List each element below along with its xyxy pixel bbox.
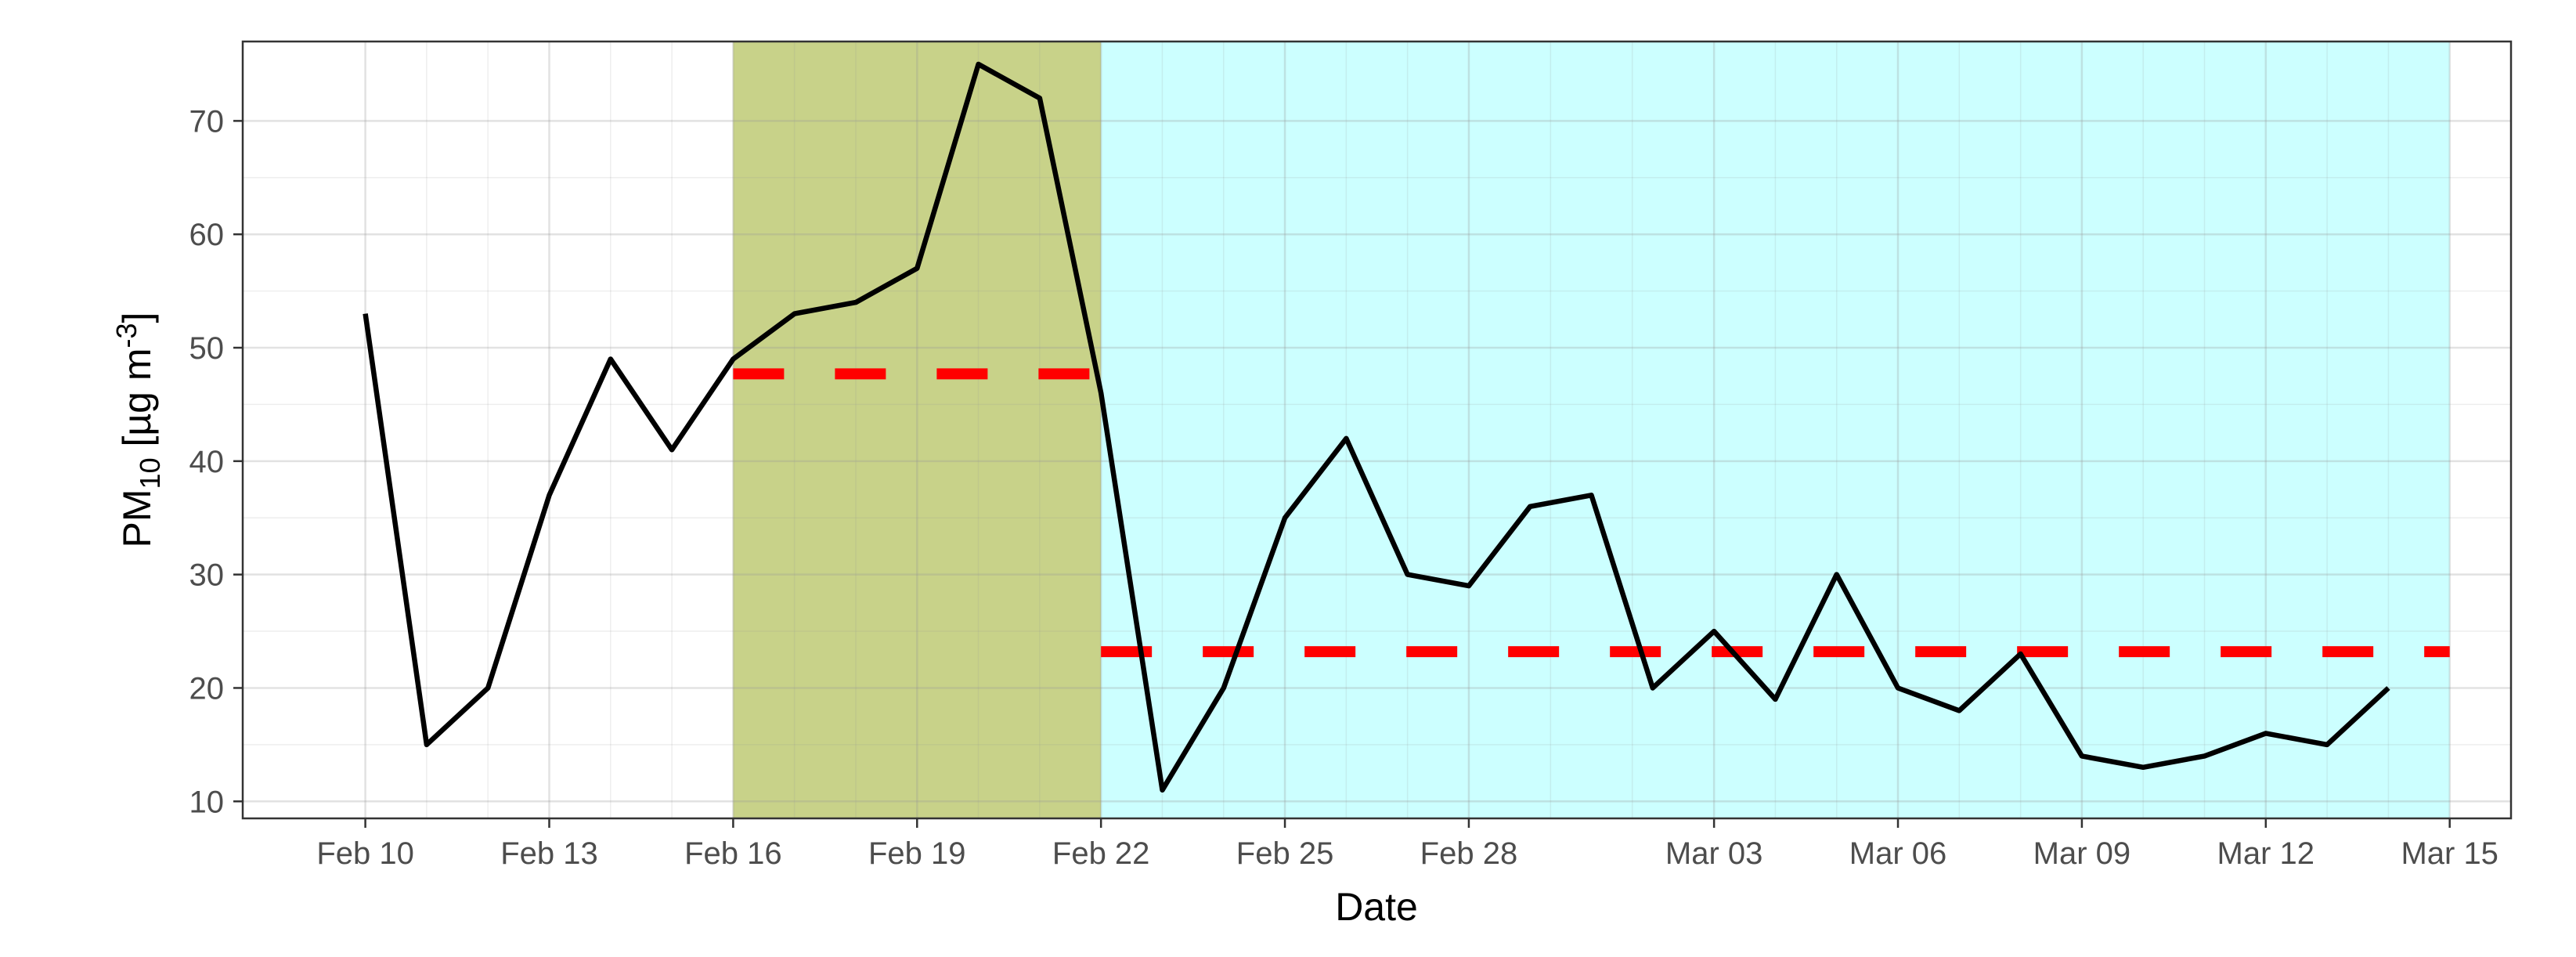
x-tick-label-feb-28: Feb 28 — [1420, 836, 1518, 871]
y-tick-label-70: 70 — [189, 104, 225, 139]
y-axis-title-prefix: PM — [115, 489, 159, 547]
series-line-1 — [363, 61, 2390, 793]
x-tick-label-feb-10: Feb 10 — [316, 836, 414, 871]
y-tick-label-30: 30 — [189, 558, 225, 593]
y-tick-label-40: 40 — [189, 445, 225, 479]
y-axis: 10 20 30 40 50 60 70 — [189, 104, 243, 819]
x-axis: Feb 10 Feb 13 Feb 16 Feb 19 Feb 22 Feb 25 Feb … — [316, 818, 2498, 871]
mean-lines — [733, 368, 2450, 658]
y-axis-title-superscript: -3 — [110, 323, 143, 348]
x-tick-label-mar-15: Mar 15 — [2401, 836, 2498, 871]
shaded-period-1 — [733, 42, 1102, 818]
x-tick-label-feb-16: Feb 16 — [684, 836, 782, 871]
x-tick-label-mar-12: Mar 12 — [2217, 836, 2315, 871]
x-tick-label-feb-13: Feb 13 — [500, 836, 598, 871]
y-tick-label-10: 10 — [189, 785, 225, 819]
x-tick-label-feb-25: Feb 25 — [1236, 836, 1334, 871]
shaded-period-2 — [1101, 42, 2450, 818]
series-lines — [363, 61, 2390, 793]
x-tick-label-mar-06: Mar 06 — [1849, 836, 1947, 871]
grid — [243, 42, 2511, 818]
y-axis-title: PM10 [µg m-3] — [110, 312, 166, 548]
y-tick-label-50: 50 — [189, 331, 225, 366]
x-tick-label-mar-03: Mar 03 — [1665, 836, 1763, 871]
y-axis-title-close: ] — [115, 312, 159, 323]
shaded-periods — [733, 42, 2450, 818]
y-tick-label-20: 20 — [189, 671, 225, 706]
y-axis-title-subscript: 10 — [134, 457, 166, 489]
x-axis-title: Date — [1335, 885, 1418, 929]
plot-panel-border — [241, 40, 2513, 820]
y-axis-title-unit: [µg m — [115, 348, 159, 457]
x-tick-label-mar-09: Mar 09 — [2033, 836, 2131, 871]
x-tick-label-feb-22: Feb 22 — [1052, 836, 1150, 871]
y-tick-label-60: 60 — [189, 218, 225, 252]
x-tick-label-feb-19: Feb 19 — [868, 836, 966, 871]
